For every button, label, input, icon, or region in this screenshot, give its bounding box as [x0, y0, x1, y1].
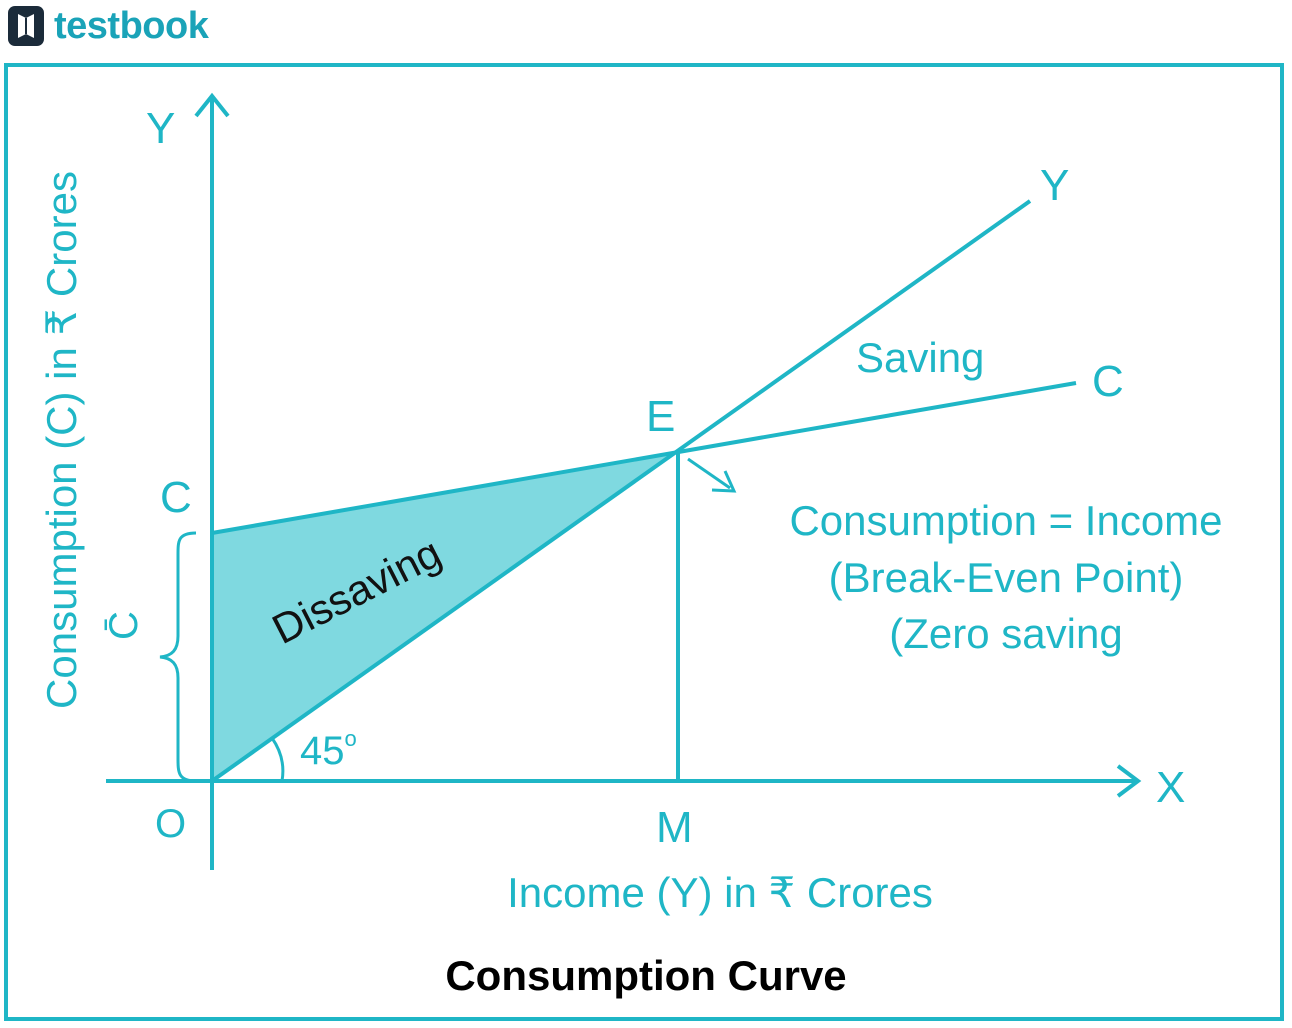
line-c-label: C	[1092, 357, 1124, 406]
m-label: M	[656, 803, 693, 852]
x-axis-title: Income (Y) in ₹ Crores	[507, 869, 933, 916]
breakeven-line-1: Consumption = Income	[789, 497, 1222, 544]
cbar-label: C̄	[102, 611, 146, 640]
income-45-degree-line	[210, 199, 1032, 783]
testbook-logo: testbook	[6, 4, 209, 48]
diagram-frame	[4, 63, 1284, 1021]
y-axis-title: Consumption (C) in ₹ Crores	[38, 171, 85, 709]
logo-text: testbook	[54, 4, 209, 47]
break-even-pointer-arrowhead	[711, 470, 737, 493]
angle-label: 45o	[300, 726, 357, 773]
book-icon	[8, 6, 44, 46]
angle-value: 45	[300, 729, 345, 773]
y-axis-arrowhead	[194, 92, 230, 118]
breakeven-line-3: (Zero saving	[889, 610, 1122, 657]
e-label: E	[646, 392, 675, 441]
break-even-pointer-arrow	[687, 457, 731, 490]
line-y-label: Y	[1040, 161, 1069, 210]
angle-degree-sign: o	[345, 726, 357, 751]
cbar-brace	[159, 531, 197, 783]
diagram-caption: Consumption Curve	[445, 952, 846, 999]
origin-label: O	[155, 802, 186, 846]
saving-label: Saving	[856, 334, 984, 381]
angle-arc	[270, 737, 285, 782]
x-axis-label: X	[1156, 763, 1185, 812]
breakeven-line-2: (Break-Even Point)	[829, 554, 1184, 601]
x-axis-arrowhead	[1116, 764, 1142, 798]
c-intercept-label: C	[160, 473, 192, 522]
y-axis-label: Y	[146, 104, 175, 153]
consumption-line	[211, 381, 1077, 535]
